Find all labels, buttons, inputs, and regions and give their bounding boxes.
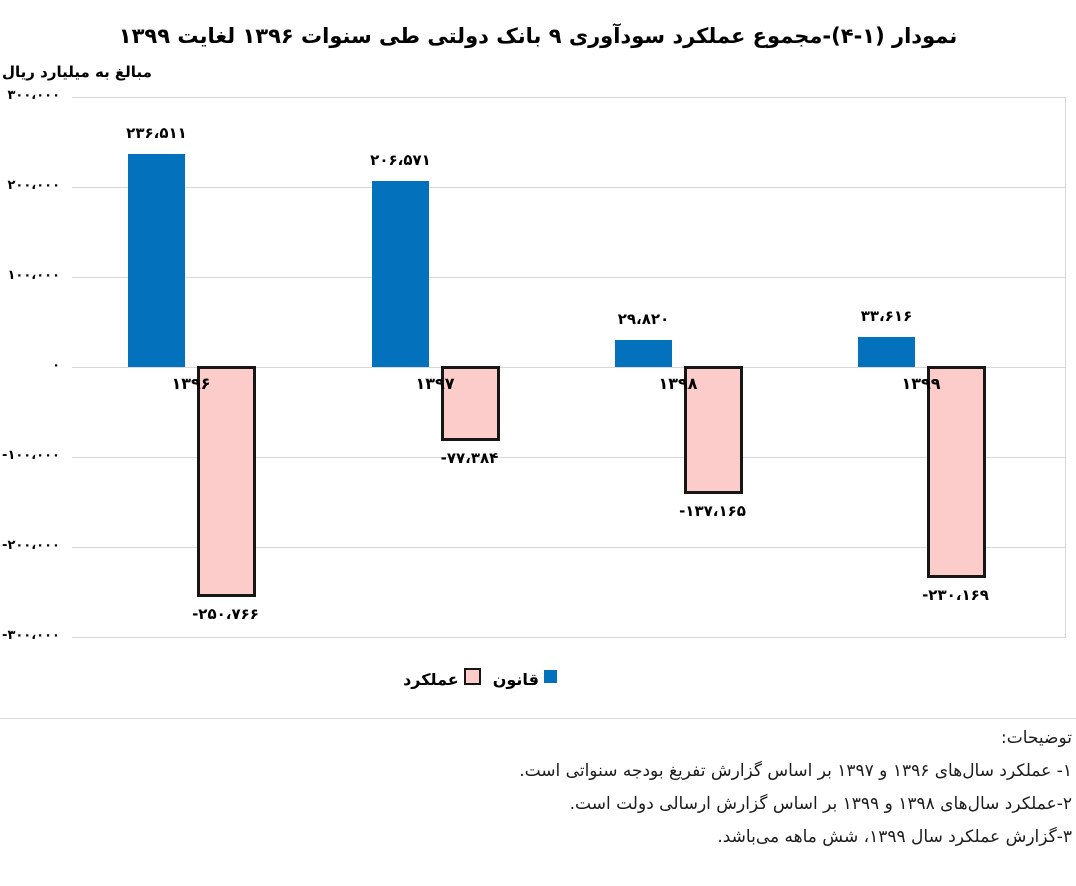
legend: عملکرد قانون (0, 668, 960, 689)
chart-title: نمودار (۱-۴)-مجموع عملکرد سودآوری ۹ بانک… (118, 24, 958, 48)
footnotes-heading: توضیحات: (1001, 728, 1072, 748)
bar-value-label: -۱۳۷،۱۶۵ (679, 502, 746, 520)
footnotes: توضیحات: ۱- عملکرد سال‌های ۱۳۹۶ و ۱۳۹۷ ب… (12, 722, 1072, 854)
bar-performance-1396 (197, 366, 256, 597)
y-tick-label: ۲۰۰،۰۰۰ (7, 178, 60, 193)
bar-law-1396 (128, 154, 185, 367)
bar-value-label: ۲۹،۸۲۰ (617, 310, 670, 328)
y-tick-label: -۳۰۰،۰۰۰ (2, 628, 60, 643)
plot-right-border (1065, 97, 1066, 638)
legend-entry-performance: عملکرد (403, 668, 481, 689)
gridline (72, 456, 1066, 458)
legend-label-law: قانون (492, 670, 539, 689)
category-label-1396: ۱۳۹۶ (171, 374, 211, 393)
y-tick-label: -۱۰۰،۰۰۰ (2, 448, 60, 463)
y-tick-label: ۱۰۰،۰۰۰ (7, 268, 60, 283)
bar-value-label: ۲۰۶،۵۷۱ (370, 151, 431, 169)
bar-value-label: -۲۵۰،۷۶۶ (192, 605, 259, 623)
gridline (72, 546, 1066, 548)
bar-value-label: -۷۷،۳۸۴ (440, 449, 499, 467)
bar-value-label: ۲۳۶،۵۱۱ (126, 124, 187, 142)
gridline (72, 186, 1066, 188)
gridline (72, 366, 1066, 368)
category-label-1398: ۱۳۹۸ (658, 374, 698, 393)
y-tick-label: ۳۰۰،۰۰۰ (7, 88, 60, 103)
bar-performance-1397 (441, 366, 500, 441)
legend-label-performance: عملکرد (403, 670, 459, 689)
gridline (72, 276, 1066, 278)
y-tick-label: ۰ (52, 358, 60, 373)
bar-performance-1398 (684, 366, 743, 494)
gridline (72, 96, 1066, 98)
y-axis-unit-label: مبالغ به میلیارد ریال (2, 63, 152, 81)
bar-law-1397 (372, 181, 429, 367)
category-label-1397: ۱۳۹۷ (415, 374, 455, 393)
bar-law-1399 (858, 337, 915, 367)
category-label-1399: ۱۳۹۹ (901, 374, 941, 393)
chart-bottom-divider (0, 718, 1076, 719)
bar-performance-1399 (927, 366, 986, 578)
footnote-3: ۳-گزارش عملکرد سال ۱۳۹۹، شش ماهه می‌باشد… (717, 827, 1072, 847)
bar-law-1398 (615, 340, 672, 367)
legend-entry-law: قانون (493, 670, 557, 689)
footnote-1: ۱- عملکرد سال‌های ۱۳۹۶ و ۱۳۹۷ بر اساس گز… (519, 761, 1072, 781)
legend-marker-performance-icon (463, 668, 481, 685)
legend-marker-law-icon (543, 670, 557, 683)
footnote-2: ۲-عملکرد سال‌های ۱۳۹۸ و ۱۳۹۹ بر اساس گزا… (569, 794, 1072, 814)
bar-value-label: -۲۳۰،۱۶۹ (922, 586, 989, 604)
gridline (72, 636, 1066, 638)
y-tick-label: -۲۰۰،۰۰۰ (2, 538, 60, 553)
bar-value-label: ۳۳،۶۱۶ (860, 307, 913, 325)
